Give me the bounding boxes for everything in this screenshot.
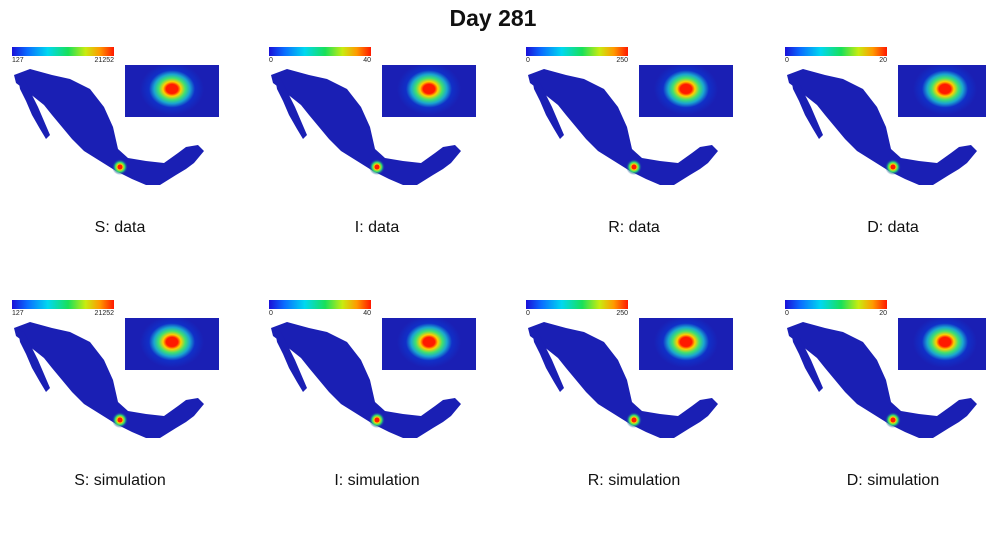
mainland-shape <box>271 69 461 185</box>
baja-peninsula-shape <box>275 77 307 139</box>
colorbar-min-label: 0 <box>526 310 530 317</box>
panel-label: R: simulation <box>587 472 681 489</box>
zoom-inset <box>898 65 986 117</box>
colorbar-min-label: 127 <box>12 57 24 64</box>
baja-peninsula-shape <box>791 330 823 392</box>
hotspot-dot <box>890 164 896 170</box>
panel-label: S: simulation <box>74 472 166 489</box>
colorbar-min-label: 0 <box>785 310 789 317</box>
panel-d-data: 0 20 D: data <box>773 45 986 285</box>
panel-label: S: data <box>94 219 146 236</box>
zoom-inset <box>898 318 986 370</box>
mainland-shape <box>787 69 977 185</box>
colorbar-max-label: 40 <box>363 310 371 317</box>
hotspot-dot <box>631 417 637 423</box>
mainland-shape <box>14 322 204 438</box>
colorbar <box>526 300 628 309</box>
panel-r-simulation: 0 250 R: simulation <box>514 298 754 538</box>
colorbar <box>785 300 887 309</box>
colorbar-max-label: 40 <box>363 57 371 64</box>
panel-s-data: 127 21252 S: data <box>0 45 240 285</box>
mainland-shape <box>528 322 718 438</box>
colorbar-max-label: 21252 <box>94 57 114 64</box>
colorbar <box>269 47 371 56</box>
panel-i-data: 0 40 I: data <box>257 45 497 285</box>
baja-peninsula-shape <box>791 77 823 139</box>
colorbar <box>12 47 114 56</box>
colorbar <box>526 47 628 56</box>
mexico-map <box>14 322 204 438</box>
colorbar-min-label: 0 <box>526 57 530 64</box>
zoom-inset <box>382 318 476 370</box>
mainland-shape <box>787 322 977 438</box>
hotspot-dot <box>890 417 896 423</box>
colorbar-max-label: 20 <box>879 57 887 64</box>
colorbar-min-label: 0 <box>785 57 789 64</box>
colorbar-min-label: 127 <box>12 310 24 317</box>
baja-peninsula-shape <box>18 77 50 139</box>
colorbar-min-label: 0 <box>269 57 273 64</box>
colorbar-max-label: 21252 <box>94 310 114 317</box>
zoom-inset <box>639 65 733 117</box>
hotspot-dot <box>117 417 123 423</box>
mexico-map <box>528 69 718 185</box>
mexico-map <box>271 322 461 438</box>
hotspot-dot <box>631 164 637 170</box>
panel-label: I: data <box>354 219 400 236</box>
zoom-inset <box>639 318 733 370</box>
colorbar-max-label: 250 <box>616 57 628 64</box>
colorbar-min-label: 0 <box>269 310 273 317</box>
panel-label: I: simulation <box>334 472 420 489</box>
panel-r-data: 0 250 R: data <box>514 45 754 285</box>
panel-d-simulation: 0 20 D: simulation <box>773 298 986 538</box>
mexico-map <box>528 322 718 438</box>
mexico-map <box>787 69 977 185</box>
panel-label: R: data <box>608 219 660 236</box>
mainland-shape <box>271 322 461 438</box>
hotspot-dot <box>374 164 380 170</box>
colorbar <box>12 300 114 309</box>
baja-peninsula-shape <box>275 330 307 392</box>
zoom-inset <box>125 318 219 370</box>
colorbar-max-label: 20 <box>879 310 887 317</box>
zoom-inset <box>382 65 476 117</box>
zoom-inset <box>125 65 219 117</box>
baja-peninsula-shape <box>532 330 564 392</box>
page-title: Day 281 <box>449 5 537 31</box>
hotspot-dot <box>117 164 123 170</box>
baja-peninsula-shape <box>18 330 50 392</box>
colorbar <box>269 300 371 309</box>
baja-peninsula-shape <box>532 77 564 139</box>
panel-s-simulation: 127 21252 S: simulation <box>0 298 240 538</box>
panel-label: D: simulation <box>846 472 940 489</box>
hotspot-dot <box>374 417 380 423</box>
mainland-shape <box>14 69 204 185</box>
panel-i-simulation: 0 40 I: simulation <box>257 298 497 538</box>
mexico-map <box>14 69 204 185</box>
mexico-map <box>271 69 461 185</box>
colorbar <box>785 47 887 56</box>
colorbar-max-label: 250 <box>616 310 628 317</box>
mexico-map <box>787 322 977 438</box>
mainland-shape <box>528 69 718 185</box>
panel-label: D: data <box>867 219 919 236</box>
